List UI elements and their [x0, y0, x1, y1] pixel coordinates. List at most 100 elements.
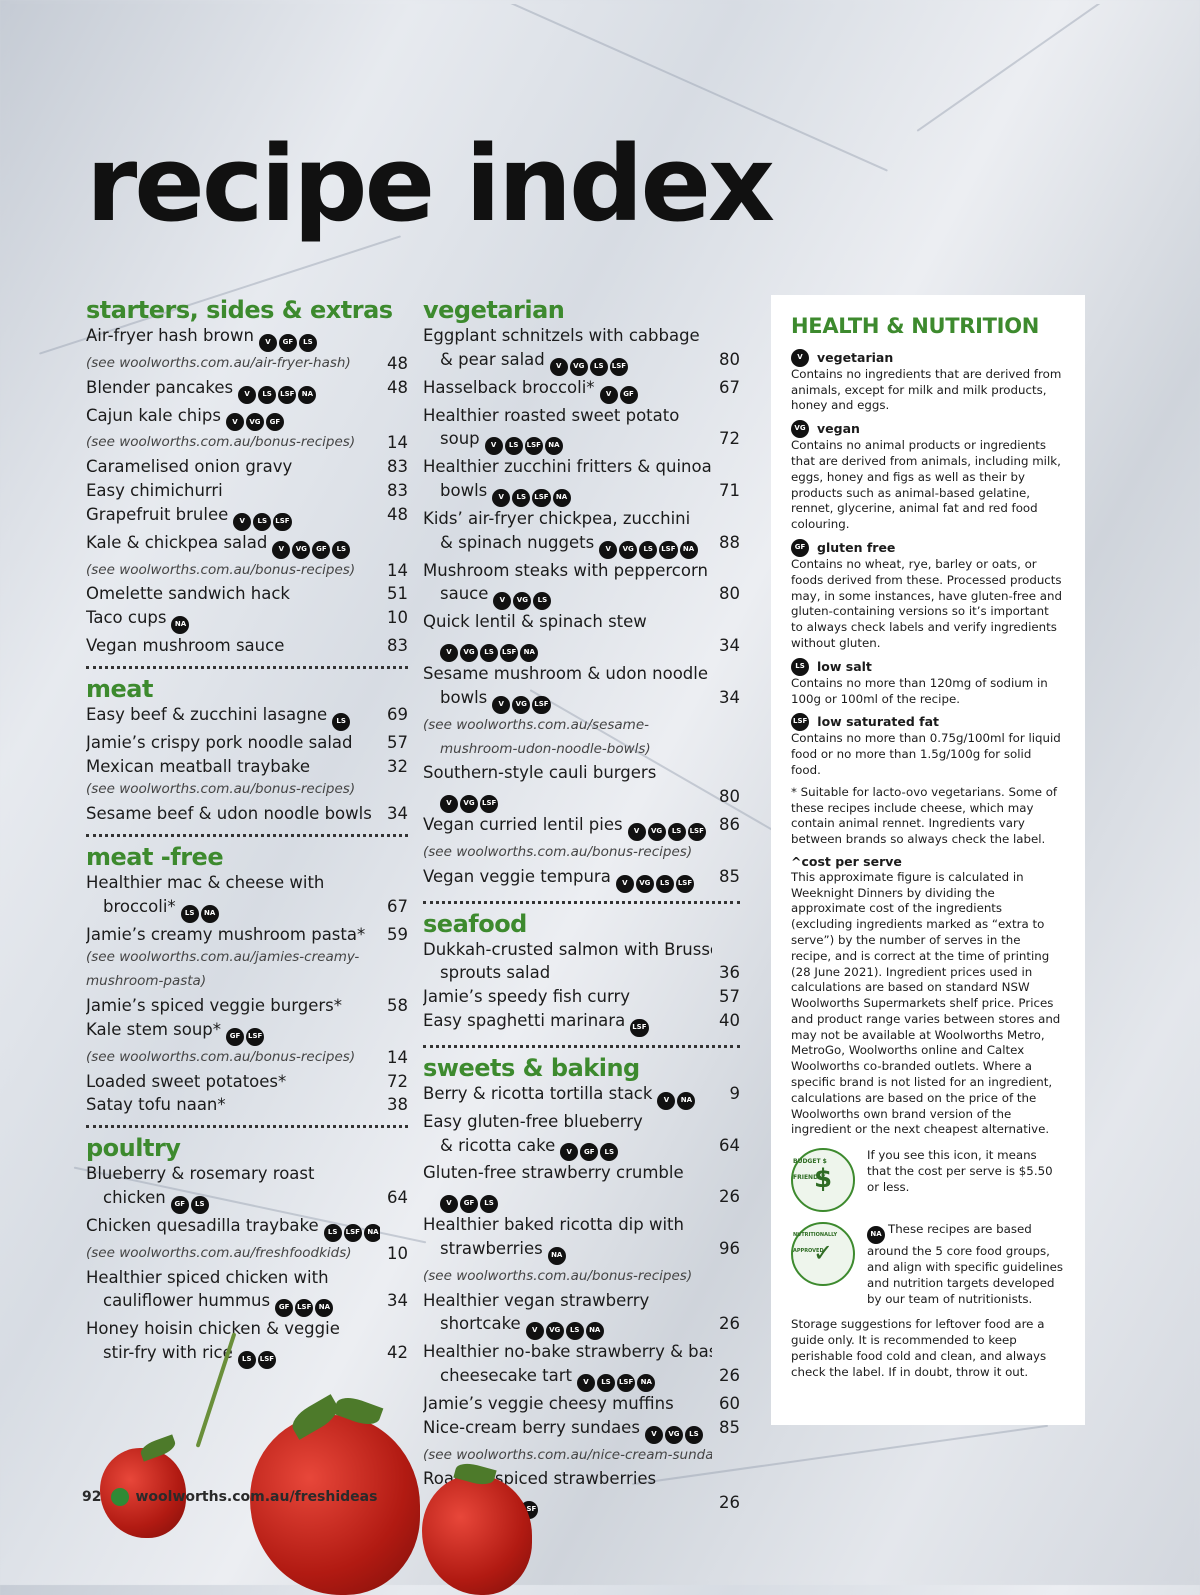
recipe-row[interactable]: Sesame mushroom & udon noodle [423, 662, 740, 686]
recipe-row[interactable]: Vegan mushroom sauce 83 [86, 634, 408, 658]
recipe-url[interactable]: (see woolworths.com.au/bonus-recipes) [86, 781, 356, 798]
recipe-row[interactable]: Chicken quesadilla traybake LS LSF NA [86, 1214, 408, 1242]
recipe-row[interactable]: Healthier baked ricotta dip with [423, 1213, 740, 1237]
recipe-row[interactable]: Blueberry & rosemary roast [86, 1162, 408, 1186]
recipe-row[interactable]: Kids’ air-fryer chickpea, zucchini [423, 507, 740, 531]
recipe-name: Kale stem soup* [86, 1019, 222, 1039]
recipe-row[interactable]: V VG LS LSF NA 34 [423, 634, 740, 663]
recipe-row[interactable]: Jamie’s veggie cheesy muffins 60 [423, 1392, 740, 1416]
recipe-url[interactable]: (see woolworths.com.au/sesame- [423, 716, 650, 733]
recipe-name: Quick lentil & spinach stew [423, 612, 647, 632]
recipe-row[interactable]: broccoli* LS NA 67 [86, 895, 408, 923]
recipe-name: Jamie’s crispy pork noodle salad [86, 732, 353, 752]
recipe-row[interactable]: Cajun kale chips V VG GF [86, 404, 408, 432]
ls-icon: LS [180, 904, 199, 923]
recipe-row[interactable]: & pear salad V VG LS LSF 80 [423, 348, 740, 376]
recipe-url[interactable]: mushroom-pasta) [86, 973, 207, 990]
footer-url[interactable]: woolworths.com.au/freshideas [135, 1489, 378, 1505]
recipe-name: bowls [440, 687, 488, 707]
page-number: 96 [719, 1238, 740, 1258]
recipe-row[interactable]: Healthier no-bake strawberry & basil [423, 1340, 740, 1364]
recipe-row[interactable]: Quick lentil & spinach stew [423, 610, 740, 634]
recipe-row[interactable]: stir-fry with rice LS LSF 42 [86, 1341, 408, 1369]
recipe-row[interactable]: strawberries NA 96 [423, 1237, 740, 1265]
recipe-row[interactable]: Healthier vegan strawberry [423, 1289, 740, 1313]
recipe-row[interactable]: sprouts salad 36 [423, 961, 740, 985]
recipe-entry: stir-fry with rice LS LSF [86, 1341, 380, 1369]
recipe-row[interactable]: Jamie’s speedy fish curry 57 [423, 985, 740, 1009]
recipe-row[interactable]: Vegan curried lentil pies V VG LS LSF 86 [423, 813, 740, 841]
recipe-row[interactable]: soup V LS LSF NA 72 [423, 427, 740, 456]
recipe-row[interactable]: Vegan veggie tempura V VG LS LSF 85 [423, 865, 740, 893]
recipe-name: Omelette sandwich hack [86, 584, 290, 604]
recipe-row[interactable]: Mexican meatball traybake 32 [86, 755, 408, 779]
recipe-row[interactable]: Easy gluten-free blueberry [423, 1110, 740, 1134]
recipe-row[interactable]: Mushroom steaks with peppercorn [423, 559, 740, 583]
recipe-row[interactable]: & ricotta cake V GF LS 64 [423, 1134, 740, 1162]
recipe-row[interactable]: Easy beef & zucchini lasagne LS 69 [86, 703, 408, 731]
recipe-row[interactable]: shortcake V VG LS NA 26 [423, 1312, 740, 1341]
recipe-row[interactable]: & spinach nuggets V VG LS LSF NA 88 [423, 531, 740, 559]
recipe-row[interactable]: Caramelised onion gravy 83 [86, 455, 408, 479]
recipe-row[interactable]: cauliflower hummus GF LSF NA 34 [86, 1289, 408, 1318]
recipe-row[interactable]: Easy spaghetti marinara LSF 40 [423, 1009, 740, 1037]
recipe-name: Healthier baked ricotta dip with [423, 1215, 684, 1235]
recipe-row[interactable]: Eggplant schnitzels with cabbage [423, 324, 740, 348]
recipe-row[interactable]: Dukkah-crusted salmon with Brussels [423, 938, 740, 962]
recipe-entry: Nice-cream berry sundaes V VG LS [423, 1416, 712, 1444]
recipe-row[interactable]: Honey hoisin chicken & veggie [86, 1317, 408, 1341]
recipe-row[interactable]: Taco cups NA 10 [86, 606, 408, 635]
budget-badge-text: BUDGET $ FRIENDLY [793, 1158, 827, 1182]
recipe-url[interactable]: (see woolworths.com.au/bonus-recipes) [423, 1267, 693, 1284]
recipe-url[interactable]: (see woolworths.com.au/nice-cream-sundae… [423, 1446, 712, 1463]
vg-icon: VG [569, 357, 588, 376]
recipe-url[interactable]: (see woolworths.com.au/bonus-recipes) [86, 1048, 356, 1065]
recipe-url[interactable]: mushroom-udon-noodle-bowls) [440, 740, 651, 757]
recipe-url[interactable]: (see woolworths.com.au/bonus-recipes) [86, 561, 356, 578]
recipe-row[interactable]: Kale & chickpea salad V VG GF LS [86, 531, 408, 559]
recipe-row[interactable]: sauce V VG LS 80 [423, 582, 740, 611]
recipe-row[interactable]: Healthier spiced chicken with [86, 1266, 408, 1290]
recipe-name: Easy gluten-free blueberry [423, 1111, 643, 1131]
recipe-url[interactable]: (see woolworths.com.au/jamies-creamy- [86, 949, 360, 966]
recipe-row[interactable]: Healthier mac & cheese with [86, 871, 408, 895]
recipe-row[interactable]: bowls V LS LSF NA 71 [423, 479, 740, 507]
recipe-row[interactable]: Jamie’s spiced veggie burgers* 58 [86, 994, 408, 1018]
recipe-url[interactable]: (see woolworths.com.au/bonus-recipes) [86, 434, 356, 451]
recipe-row[interactable]: Gluten-free strawberry crumble [423, 1161, 740, 1185]
recipe-row[interactable]: Satay tofu naan* 38 [86, 1093, 408, 1117]
recipe-row[interactable]: Air-fryer hash brown V GF LS [86, 324, 408, 352]
page-number: 67 [387, 896, 408, 916]
recipe-row[interactable]: Healthier roasted sweet potato [423, 404, 740, 428]
v-icon: V [493, 592, 512, 611]
recipe-row[interactable]: Blender pancakes V LS LSF NA 48 [86, 376, 408, 404]
recipe-row[interactable]: Sesame beef & udon noodle bowls 34 [86, 802, 408, 826]
recipe-name: Air-fryer hash brown [86, 326, 254, 345]
recipe-row[interactable]: Southern-style cauli burgers [423, 761, 740, 785]
recipe-row[interactable]: V VG LSF 80 [423, 785, 740, 813]
recipe-row[interactable]: Hasselback broccoli* V GF 67 [423, 376, 740, 404]
recipe-url[interactable]: (see woolworths.com.au/bonus-recipes) [423, 843, 693, 860]
na-icon: NA [867, 1226, 885, 1245]
recipe-url[interactable]: (see woolworths.com.au/freshfoodkids) [86, 1244, 352, 1261]
v-icon: V [233, 512, 252, 531]
lsf-icon: LSF [687, 822, 706, 841]
recipe-row[interactable]: chicken GF LS 64 [86, 1186, 408, 1214]
recipe-row[interactable]: bowls V VG LSF 34 [423, 686, 740, 714]
gf-icon: GF [226, 1027, 245, 1046]
recipe-row[interactable]: cheesecake tart V LS LSF NA 26 [423, 1364, 740, 1392]
recipe-url[interactable]: (see woolworths.com.au/air-fryer-hash) [86, 354, 351, 371]
recipe-row[interactable]: Grapefruit brulee V LS LSF 48 [86, 503, 408, 531]
recipe-row[interactable]: Berry & ricotta tortilla stack V NA 9 [423, 1082, 740, 1110]
recipe-row[interactable]: V GF LS 26 [423, 1185, 740, 1214]
page-number: 72 [719, 429, 740, 449]
recipe-row[interactable]: Jamie’s crispy pork noodle salad 57 [86, 731, 408, 755]
recipe-row[interactable]: Jamie’s creamy mushroom pasta* 59 [86, 923, 408, 947]
recipe-row[interactable]: Healthier zucchini fritters & quinoa [423, 455, 740, 479]
page-number: 83 [387, 636, 408, 656]
recipe-row[interactable]: Nice-cream berry sundaes V VG LS 85 [423, 1416, 740, 1444]
recipe-row[interactable]: Kale stem soup* GF LSF [86, 1018, 408, 1046]
recipe-row[interactable]: Easy chimichurri 83 [86, 479, 408, 503]
recipe-row[interactable]: Omelette sandwich hack 51 [86, 582, 408, 606]
recipe-row[interactable]: Loaded sweet potatoes* 72 [86, 1070, 408, 1094]
